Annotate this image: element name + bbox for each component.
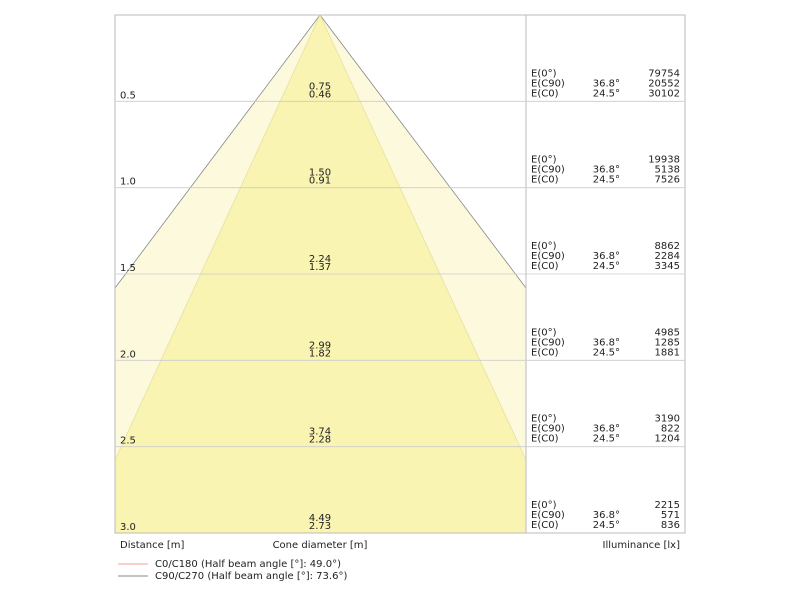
e-angle: 36.8°: [593, 424, 620, 435]
e-label: E(0°): [531, 414, 557, 425]
e-label: E(C90): [531, 78, 565, 89]
distance: 1.5: [120, 263, 136, 274]
e-angle: 36.8°: [593, 165, 620, 176]
e-value: 2284: [655, 251, 680, 262]
e-label: E(C0): [531, 347, 559, 358]
wide-cone-edge: [319, 14, 527, 289]
c0-diameter: 2.28: [309, 435, 331, 446]
e-value: 8862: [655, 241, 680, 252]
distance: 2.0: [120, 349, 136, 360]
c0-diameter: 0.46: [309, 89, 331, 100]
e-value: 1285: [655, 337, 680, 348]
e-value: 1204: [655, 434, 680, 445]
e-label: E(C0): [531, 261, 559, 272]
c90-diameter: 1.50: [309, 168, 331, 179]
c0-diameter: 0.91: [309, 176, 331, 187]
e-angle: 36.8°: [593, 251, 620, 262]
e-value: 3190: [655, 414, 680, 425]
e-label: E(0°): [531, 155, 557, 166]
e-angle: 24.5°: [593, 347, 620, 358]
e-value: 4985: [655, 327, 680, 338]
e-label: E(C0): [531, 520, 559, 531]
e-label: E(C90): [531, 165, 565, 176]
e-value: 2215: [655, 500, 680, 511]
e-value: 7526: [655, 175, 680, 186]
footer-label: Cone diameter [m]: [273, 540, 368, 551]
e-label: E(C90): [531, 424, 565, 435]
e-value: 3345: [655, 261, 680, 272]
distance: 0.5: [120, 90, 136, 101]
e-angle: 36.8°: [593, 337, 620, 348]
narrow-cone-edge: [114, 14, 321, 461]
e-value: 822: [661, 424, 680, 435]
e-angle: 24.5°: [593, 261, 620, 272]
e-label: E(C90): [531, 337, 565, 348]
e-value: 30102: [648, 88, 680, 99]
c90-diameter: 0.75: [309, 81, 331, 92]
e-label: E(C0): [531, 88, 559, 99]
c90-diameter: 2.99: [309, 340, 331, 351]
e-label: E(C90): [531, 251, 565, 262]
c90-diameter: 3.74: [309, 427, 331, 438]
e-value: 20552: [648, 78, 680, 89]
wide-cone-edge: [114, 14, 321, 289]
e-angle: 24.5°: [593, 520, 620, 531]
e-label: E(0°): [531, 241, 557, 252]
c0-diameter: 1.37: [309, 262, 331, 273]
e-label: E(0°): [531, 327, 557, 338]
e-value: 1881: [655, 347, 680, 358]
distance: 1.0: [120, 177, 136, 188]
e-label: E(0°): [531, 68, 557, 79]
e-angle: 24.5°: [593, 175, 620, 186]
e-value: 19938: [648, 155, 680, 166]
e-value: 79754: [648, 68, 680, 79]
e-angle: 36.8°: [593, 510, 620, 521]
e-value: 836: [661, 520, 680, 531]
legend-entry: C0/C180 (Half beam angle [°]: 49.0°): [155, 559, 341, 570]
narrow-cone-edge: [319, 14, 527, 461]
e-label: E(C90): [531, 510, 565, 521]
c0-diameter: 2.73: [309, 521, 331, 532]
distance: 2.5: [120, 436, 136, 447]
c90-diameter: 2.24: [309, 254, 331, 265]
e-label: E(C0): [531, 434, 559, 445]
e-angle: 24.5°: [593, 88, 620, 99]
e-label: E(C0): [531, 175, 559, 186]
c90-diameter: 4.49: [309, 513, 331, 524]
e-angle: 24.5°: [593, 434, 620, 445]
distance: 3.0: [120, 522, 136, 533]
footer-label: Illuminance [lx]: [603, 540, 681, 551]
e-angle: 36.8°: [593, 78, 620, 89]
legend-entry: C90/C270 (Half beam angle [°]: 73.6°): [155, 571, 347, 582]
e-label: E(0°): [531, 500, 557, 511]
c0-diameter: 1.82: [309, 348, 331, 359]
footer-label: Distance [m]: [120, 540, 185, 551]
e-value: 571: [661, 510, 680, 521]
e-value: 5138: [655, 165, 680, 176]
